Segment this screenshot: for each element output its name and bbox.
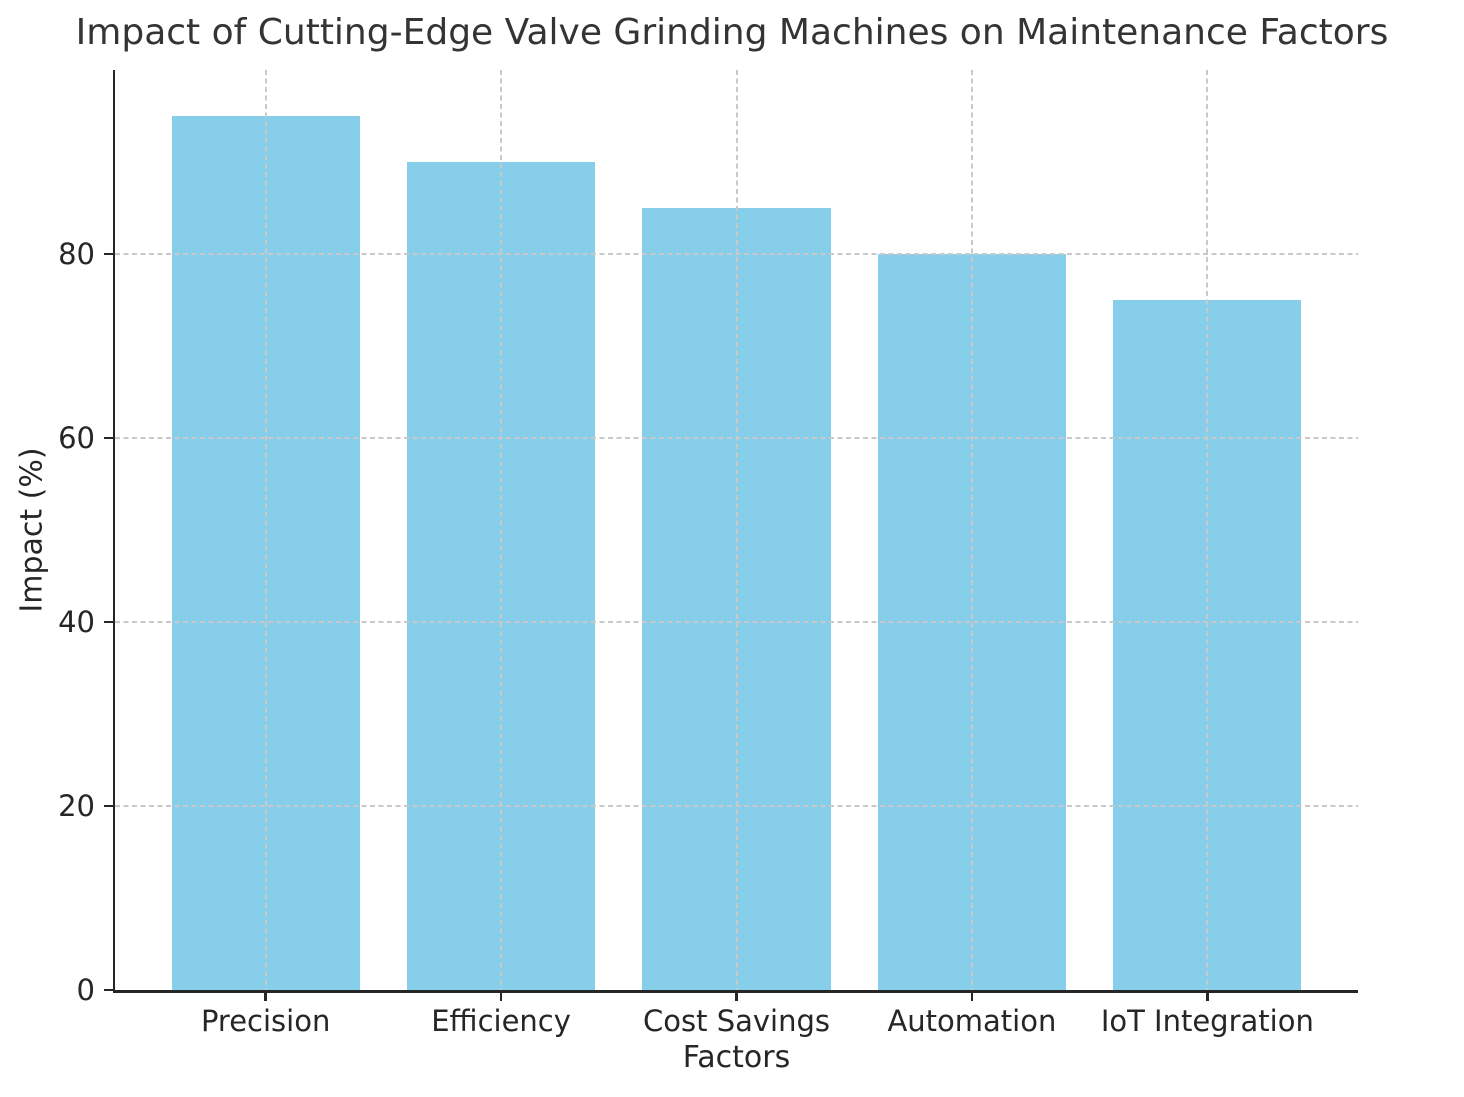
horizontal-gridline bbox=[115, 621, 1358, 623]
horizontal-gridline bbox=[115, 253, 1358, 255]
y-axis-label: Impact (%) bbox=[14, 447, 50, 613]
horizontal-gridline bbox=[115, 437, 1358, 439]
y-axis-spine bbox=[112, 70, 115, 993]
vertical-gridline bbox=[735, 70, 738, 990]
y-tick-mark bbox=[104, 988, 113, 992]
x-axis-label: Factors bbox=[682, 1040, 791, 1075]
y-tick-label: 20 bbox=[58, 789, 95, 823]
y-tick-label: 80 bbox=[58, 237, 95, 271]
plot-area: Precision Efficiency Cost Savings Automatio… bbox=[58, 70, 1358, 1038]
x-tick-label-automation: Automation bbox=[887, 1004, 1057, 1038]
chart-title: Impact of Cutting-Edge Valve Grinding Ma… bbox=[75, 12, 1389, 53]
y-tick-label: 40 bbox=[58, 605, 95, 639]
x-tick-label-precision: Precision bbox=[200, 1004, 331, 1038]
x-axis-spine bbox=[112, 990, 1358, 993]
vertical-gridline bbox=[1206, 70, 1209, 990]
x-tick-label-efficiency: Efficiency bbox=[431, 1004, 571, 1038]
y-tick-mark bbox=[104, 804, 113, 808]
y-tick-mark bbox=[104, 436, 113, 440]
x-tick-label-iot-integration: IoT Integration bbox=[1100, 1004, 1314, 1038]
x-tick-mark bbox=[499, 993, 503, 1001]
vertical-gridline bbox=[500, 70, 503, 990]
x-tick-mark bbox=[735, 993, 738, 1001]
x-tick-mark bbox=[1206, 993, 1209, 1001]
y-tick-label: 60 bbox=[58, 421, 95, 455]
x-tick-mark bbox=[970, 993, 974, 1001]
y-tick-label: 0 bbox=[76, 973, 95, 1007]
y-tick-mark bbox=[104, 252, 113, 256]
vertical-gridline bbox=[264, 70, 267, 990]
x-tick-mark bbox=[264, 993, 267, 1001]
horizontal-gridline bbox=[115, 805, 1358, 807]
x-tick-label-cost-savings: Cost Savings bbox=[643, 1004, 830, 1038]
vertical-gridline bbox=[970, 70, 973, 990]
y-tick-mark bbox=[104, 620, 113, 624]
